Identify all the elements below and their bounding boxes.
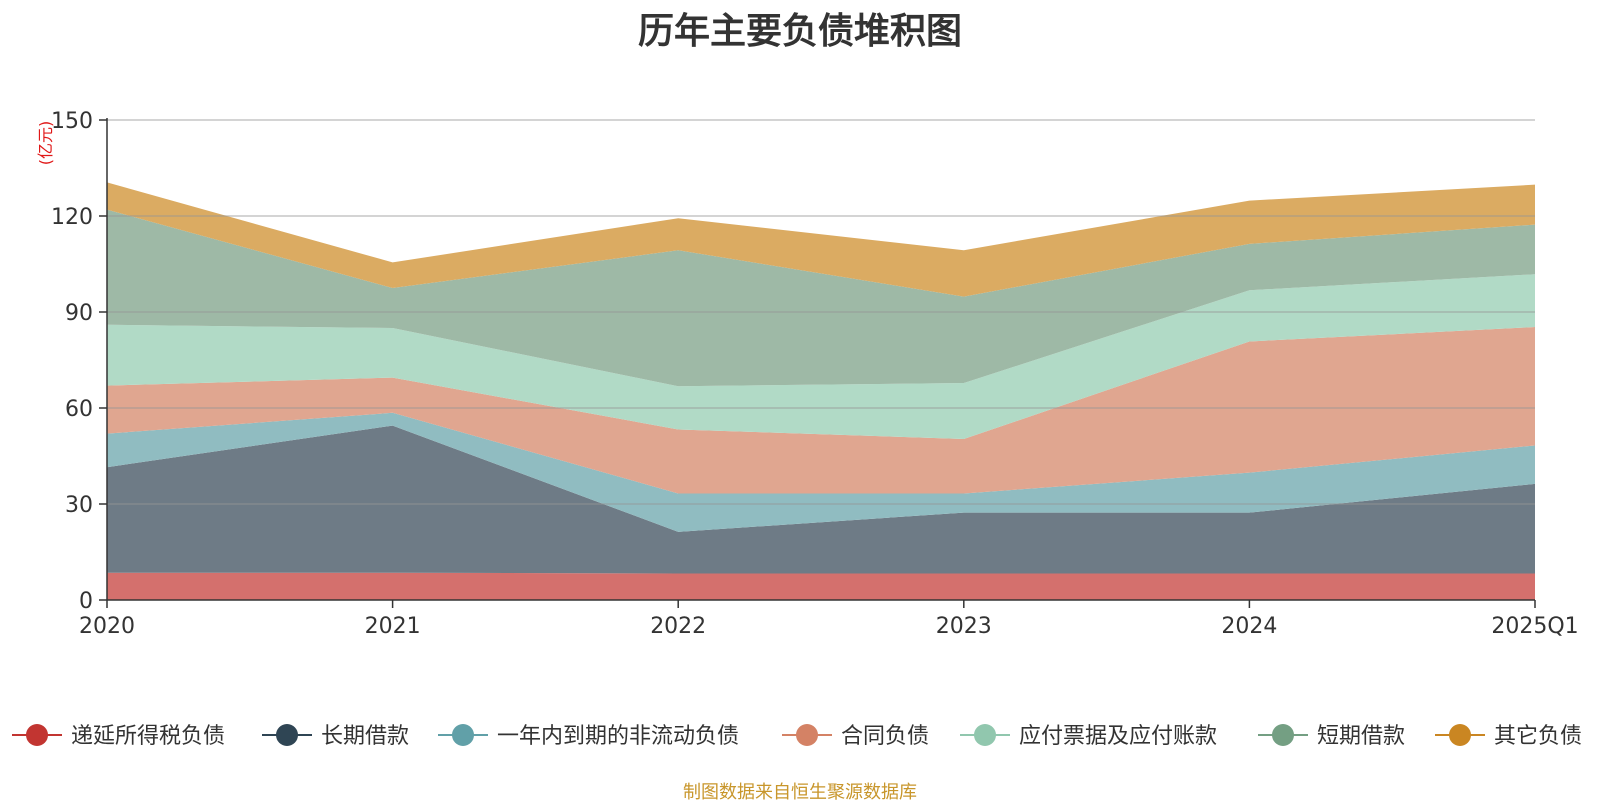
area-series-6 xyxy=(107,182,1535,297)
legend-item-2[interactable]: 一年内到期的非流动负债 xyxy=(438,724,739,749)
legend-item-0[interactable]: 递延所得税负债 xyxy=(12,724,225,749)
legend-marker-icon xyxy=(1272,724,1294,746)
legend-marker-icon xyxy=(276,724,298,746)
y-tick-label: 60 xyxy=(65,397,93,422)
x-tick-label: 2020 xyxy=(79,614,135,639)
area-series xyxy=(107,182,1535,600)
y-axis-unit-label: (亿元) xyxy=(36,121,55,166)
legend-item-1[interactable]: 长期借款 xyxy=(262,724,409,749)
x-tick-label: 2025Q1 xyxy=(1491,614,1578,639)
y-tick-label: 150 xyxy=(51,109,93,134)
legend-label: 应付票据及应付账款 xyxy=(1019,724,1217,749)
legend-marker-icon xyxy=(974,724,996,746)
source-note: 制图数据来自恒生聚源数据库 xyxy=(683,782,917,803)
x-tick-label: 2021 xyxy=(365,614,421,639)
y-tick-label: 30 xyxy=(65,493,93,518)
legend-label: 递延所得税负债 xyxy=(71,724,225,749)
y-tick-label: 90 xyxy=(65,301,93,326)
x-tick-label: 2024 xyxy=(1221,614,1277,639)
legend-marker-icon xyxy=(26,724,48,746)
legend-label: 一年内到期的非流动负债 xyxy=(497,724,739,749)
legend-marker-icon xyxy=(1449,724,1471,746)
area-series-5 xyxy=(107,209,1535,387)
legend-item-6[interactable]: 其它负债 xyxy=(1435,724,1582,749)
legend-item-5[interactable]: 短期借款 xyxy=(1258,724,1405,749)
legend-label: 长期借款 xyxy=(321,724,409,749)
legend-item-4[interactable]: 应付票据及应付账款 xyxy=(960,724,1217,749)
area-series-2 xyxy=(107,412,1535,532)
legend-marker-icon xyxy=(452,724,474,746)
area-series-4 xyxy=(107,274,1535,440)
y-tick-label: 0 xyxy=(79,589,93,614)
chart-title: 历年主要负债堆积图 xyxy=(637,11,962,52)
y-tick-label: 120 xyxy=(51,205,93,230)
legend[interactable]: 递延所得税负债 长期借款 一年内到期的非流动负债 合同负债 应付票据及应付账款 短期借款 其… xyxy=(12,724,1582,749)
area-series-0 xyxy=(107,572,1535,600)
axes: 0 30 60 90 120 150 2020 2021 2022 2023 2024 2025Q1 xyxy=(51,109,1579,639)
x-tick-label: 2022 xyxy=(650,614,706,639)
legend-label: 其它负债 xyxy=(1494,724,1582,749)
legend-marker-icon xyxy=(796,724,818,746)
legend-label: 短期借款 xyxy=(1317,724,1405,749)
legend-item-3[interactable]: 合同负债 xyxy=(782,724,929,749)
legend-label: 合同负债 xyxy=(841,724,929,749)
area-series-1 xyxy=(107,425,1535,574)
area-series-3 xyxy=(107,327,1535,494)
x-tick-label: 2023 xyxy=(936,614,992,639)
